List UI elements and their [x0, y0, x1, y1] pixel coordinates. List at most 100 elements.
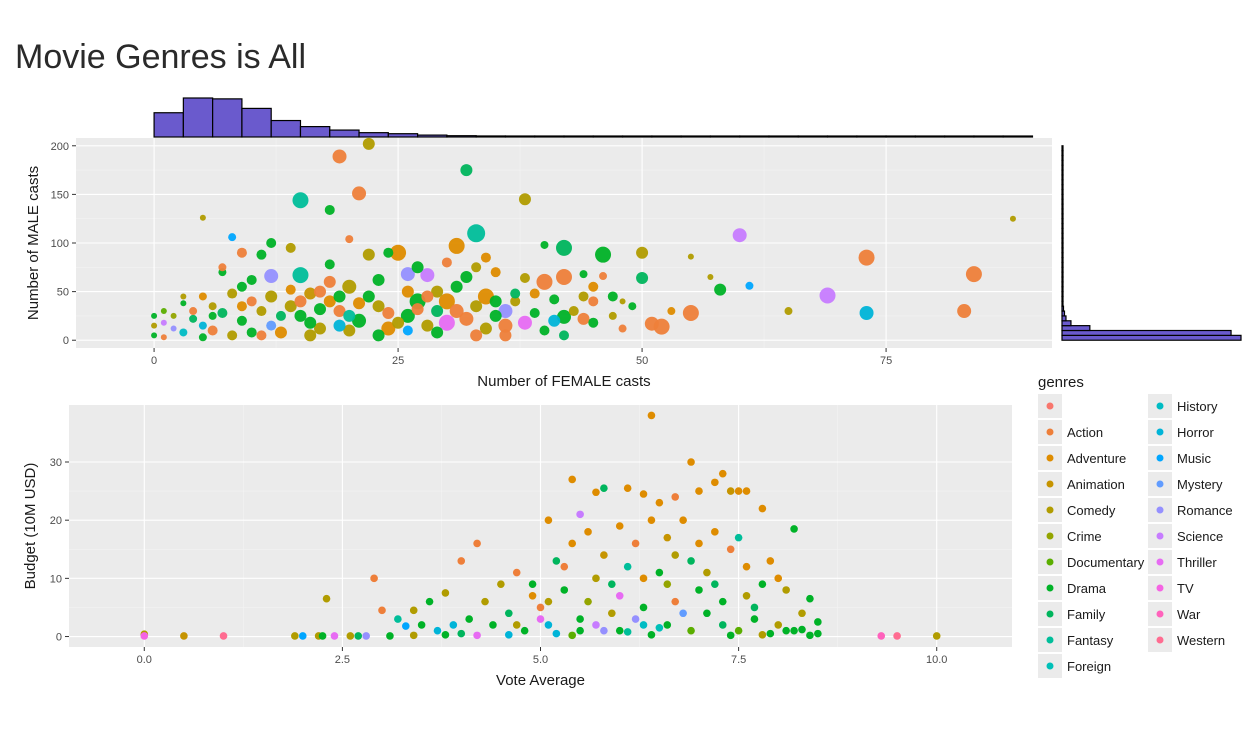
3-point [655, 498, 664, 507]
3-point [742, 487, 751, 495]
female-histogram-bar [797, 135, 829, 138]
male-histogram-bar [1061, 203, 1064, 210]
0-point [160, 319, 167, 326]
female-histogram-bar [212, 98, 243, 138]
0-point [285, 284, 296, 295]
3-point [600, 551, 608, 559]
0-point [784, 307, 793, 316]
legend-swatch [1156, 506, 1164, 514]
0-point [732, 228, 747, 243]
0-point [284, 300, 297, 313]
3-point [457, 557, 466, 565]
legend-swatch [1046, 610, 1054, 618]
0-point [479, 322, 492, 335]
legend-label: TV [1177, 581, 1194, 596]
0-point [498, 318, 513, 333]
3-point [544, 516, 553, 524]
3-point [584, 597, 592, 606]
legend-swatch [1046, 454, 1054, 462]
3-point [703, 568, 711, 577]
female-histogram-bar [387, 133, 419, 138]
female-histogram-bar [826, 135, 858, 138]
3-point [782, 626, 790, 635]
3-point [536, 603, 545, 612]
0-point [400, 267, 415, 282]
0-point [217, 308, 228, 318]
3-point [932, 632, 941, 640]
0-x-tick-label: 0 [151, 355, 157, 367]
0-point [510, 296, 521, 307]
legend-swatch [1046, 584, 1054, 592]
legend-swatch [1046, 662, 1054, 670]
0-x-tick-label: 75 [880, 355, 892, 367]
3-point [671, 551, 680, 559]
3-point [520, 626, 529, 635]
0-point [236, 301, 247, 312]
3-point [663, 621, 672, 629]
3-point [687, 458, 695, 466]
3-point [512, 621, 521, 629]
3-point [679, 609, 687, 618]
male-histogram-bar [1061, 174, 1064, 181]
budget-x-axis-title: Vote Average [496, 672, 585, 689]
0-point [236, 281, 247, 292]
male-histogram-bar [1061, 300, 1064, 307]
3-point [489, 621, 497, 629]
female-histogram-bar [417, 134, 448, 138]
legend-label: Adventure [1067, 451, 1126, 466]
3-point [711, 478, 719, 487]
male-histogram-bar [1061, 310, 1066, 317]
3-point [623, 562, 632, 571]
3-point [600, 484, 608, 492]
3-point [790, 626, 798, 635]
0-point [189, 307, 198, 316]
3-point [615, 592, 624, 600]
female-histogram-bar [504, 135, 536, 138]
0-point [578, 291, 589, 302]
0-point [151, 322, 158, 329]
0-point [608, 311, 617, 320]
3-point [639, 490, 648, 498]
male-histogram-bar [1061, 315, 1067, 322]
3-point [647, 516, 656, 524]
0-point [208, 311, 217, 320]
0-point [362, 137, 375, 150]
legend-swatch [1046, 506, 1054, 514]
0-point [180, 293, 187, 300]
0-point [411, 303, 424, 316]
0-point [304, 316, 317, 329]
0-point [549, 294, 560, 305]
3-y-tick-label: 0 [56, 632, 62, 644]
3-point [798, 625, 806, 634]
legend-swatch [1156, 532, 1164, 540]
3-point [409, 606, 418, 615]
3-point [322, 594, 331, 603]
0-point [353, 297, 366, 310]
3-point [600, 626, 608, 635]
0-point [579, 270, 588, 279]
3-point [750, 603, 759, 612]
legend-label: Family [1067, 607, 1106, 622]
male-histogram-bar [1061, 213, 1064, 220]
0-point [343, 324, 356, 337]
legend-label: Documentary [1067, 555, 1145, 570]
0-x-tick-label: 25 [392, 355, 404, 367]
male-histogram [1061, 145, 1242, 341]
3-point [386, 632, 394, 640]
female-histogram-bar [856, 135, 887, 138]
legend-swatch [1156, 558, 1164, 566]
3-point [695, 487, 703, 495]
0-point [636, 246, 649, 259]
3-point [687, 626, 695, 635]
male-histogram-bar [1061, 227, 1064, 234]
3-point [180, 632, 188, 640]
legend-label: Horror [1177, 425, 1215, 440]
3-point [766, 629, 775, 638]
3-point [718, 469, 727, 478]
legend-swatch [1156, 454, 1164, 462]
0-point [714, 283, 727, 296]
0-point [227, 330, 238, 341]
3-point [687, 557, 695, 565]
legend-swatch [1156, 402, 1164, 410]
female-histogram-bar [1002, 135, 1034, 138]
